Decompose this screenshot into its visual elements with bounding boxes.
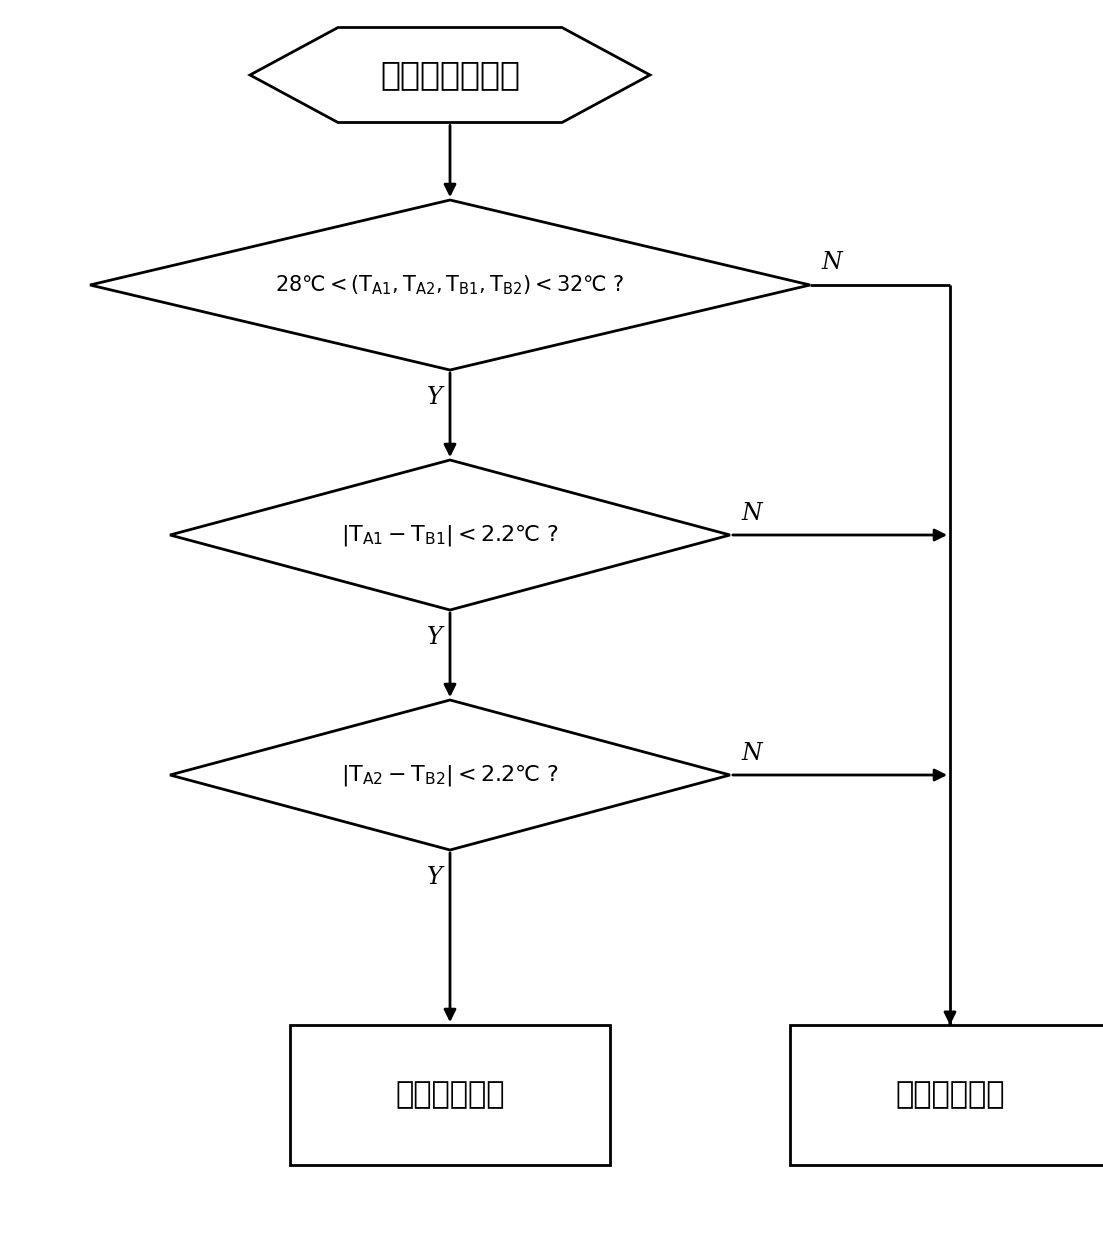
Text: N: N [822, 252, 843, 274]
Text: N: N [741, 741, 762, 764]
Text: Y: Y [427, 867, 442, 889]
Polygon shape [790, 1025, 1103, 1165]
Text: $28\mathregular{℃}<(\mathregular{T}_{\mathregular{A1}},\mathregular{T}_{\mathreg: $28\mathregular{℃}<(\mathregular{T}_{\ma… [276, 273, 624, 296]
Text: 温度判定子程序: 温度判定子程序 [381, 58, 520, 91]
Polygon shape [170, 700, 730, 850]
Text: Y: Y [427, 626, 442, 650]
Polygon shape [170, 459, 730, 610]
Text: 足部温度正常: 足部温度正常 [395, 1081, 505, 1109]
Polygon shape [290, 1025, 610, 1165]
Text: N: N [741, 501, 762, 525]
Text: 足部温度异常: 足部温度异常 [896, 1081, 1005, 1109]
Text: $|\mathregular{T}_{\mathregular{A1}}-\mathregular{T}_{\mathregular{B1}}|<2.2\mat: $|\mathregular{T}_{\mathregular{A1}}-\ma… [341, 522, 559, 547]
Polygon shape [250, 27, 650, 122]
Text: Y: Y [427, 387, 442, 410]
Text: $|\mathregular{T}_{\mathregular{A2}}-\mathregular{T}_{\mathregular{B2}}|<2.2\mat: $|\mathregular{T}_{\mathregular{A2}}-\ma… [341, 762, 559, 788]
Polygon shape [90, 200, 810, 370]
